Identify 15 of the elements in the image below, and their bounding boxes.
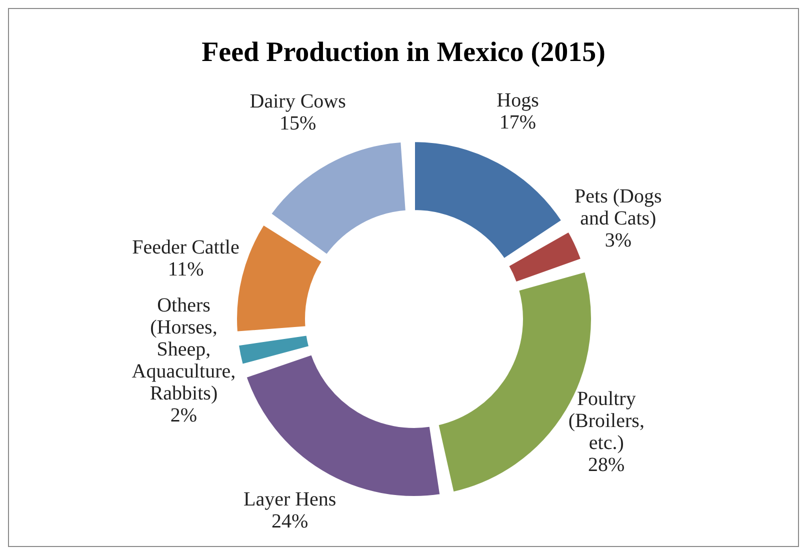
data-label: 24% bbox=[272, 510, 308, 533]
data-label: 17% bbox=[499, 111, 536, 134]
data-label: 28% bbox=[588, 454, 625, 476]
slice-label: Poultry (Broilers, etc.) bbox=[568, 388, 644, 454]
slice-label: Dairy Cows bbox=[250, 90, 346, 113]
data-label: 15% bbox=[280, 112, 316, 135]
slice-label: Feeder Cattle bbox=[132, 236, 240, 259]
slice-label: Hogs bbox=[496, 89, 540, 112]
chart-title: Feed Production in Mexico (2015) bbox=[200, 37, 606, 69]
slice-label: Others (Horses, Sheep, Aquaculture, Rabbits) bbox=[132, 294, 236, 404]
slice-label: Pets (Dogs and Cats) bbox=[574, 185, 662, 230]
data-label: 2% bbox=[170, 404, 198, 426]
data-label: 11% bbox=[168, 258, 204, 281]
slice-label: Layer Hens bbox=[243, 488, 336, 511]
data-label: 3% bbox=[604, 229, 632, 252]
